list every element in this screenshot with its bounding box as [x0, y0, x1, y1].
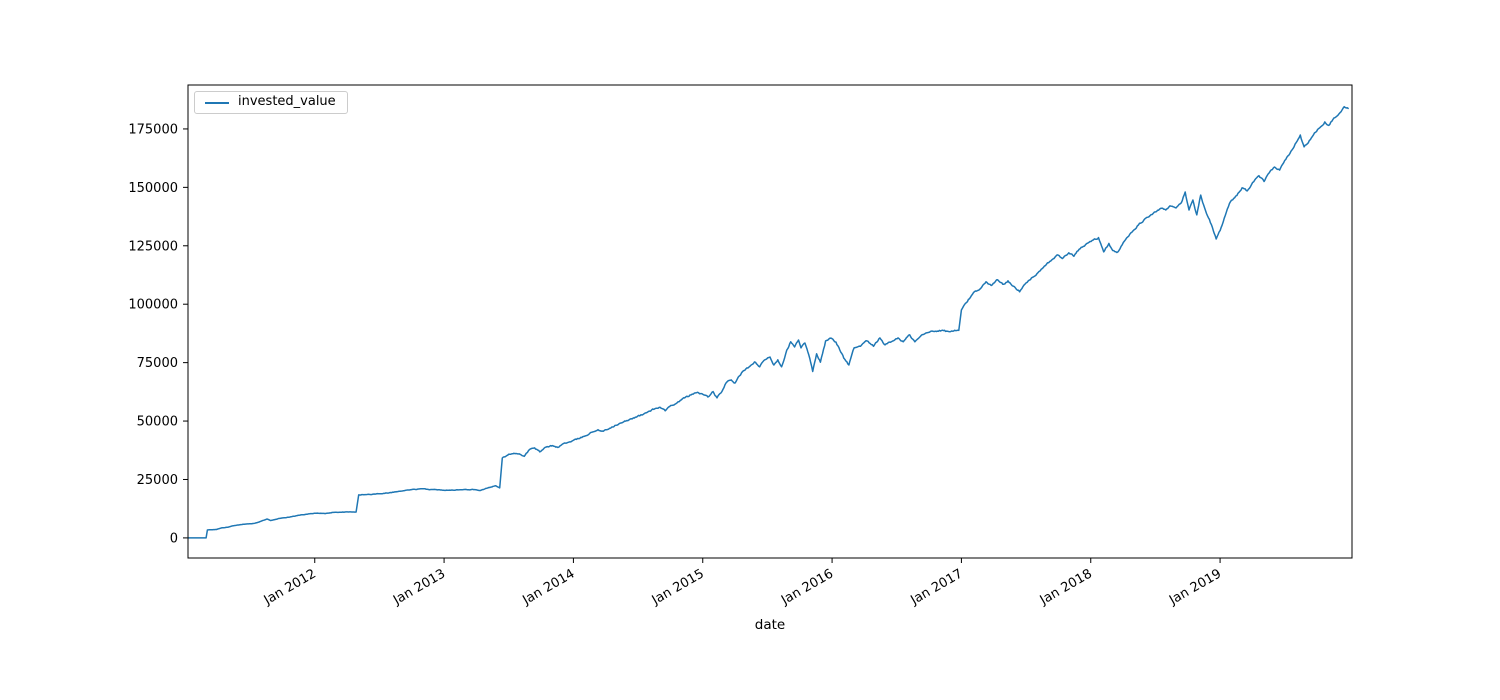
x-tick-label: Jan 2019 — [1166, 566, 1224, 608]
x-axis-title: date — [755, 617, 785, 633]
legend-line-swatch — [205, 101, 229, 104]
plot-border — [187, 84, 1353, 559]
x-tick-label: Jan 2018 — [1037, 566, 1095, 608]
y-tick-label: 150000 — [128, 181, 178, 196]
y-tick-label: 75000 — [137, 356, 178, 371]
x-axis: Jan 2012 Jan 2013 Jan 2014 Jan 2015 Jan 2016… — [261, 558, 1224, 609]
y-tick-label: 50000 — [137, 415, 178, 430]
data-line-invested-value — [187, 105, 1349, 539]
y-tick-label: 125000 — [128, 239, 178, 254]
y-tick-label: 175000 — [128, 122, 178, 137]
y-tick-label: 100000 — [128, 298, 178, 313]
x-tick-label: Jan 2016 — [778, 566, 836, 608]
x-tick-label: Jan 2015 — [649, 566, 707, 608]
x-tick-label: Jan 2014 — [519, 566, 577, 608]
y-axis: 0 25000 50000 75000 100000 125000 150000 175000 — [128, 122, 188, 546]
y-tick-label: 25000 — [137, 473, 178, 488]
x-tick-label: Jan 2017 — [907, 566, 965, 608]
legend-label: invested_value — [238, 94, 336, 109]
legend: invested_value — [194, 91, 348, 114]
y-tick-label: 0 — [170, 531, 178, 546]
x-tick-label: Jan 2012 — [261, 566, 319, 608]
x-tick-label: Jan 2013 — [390, 566, 448, 608]
